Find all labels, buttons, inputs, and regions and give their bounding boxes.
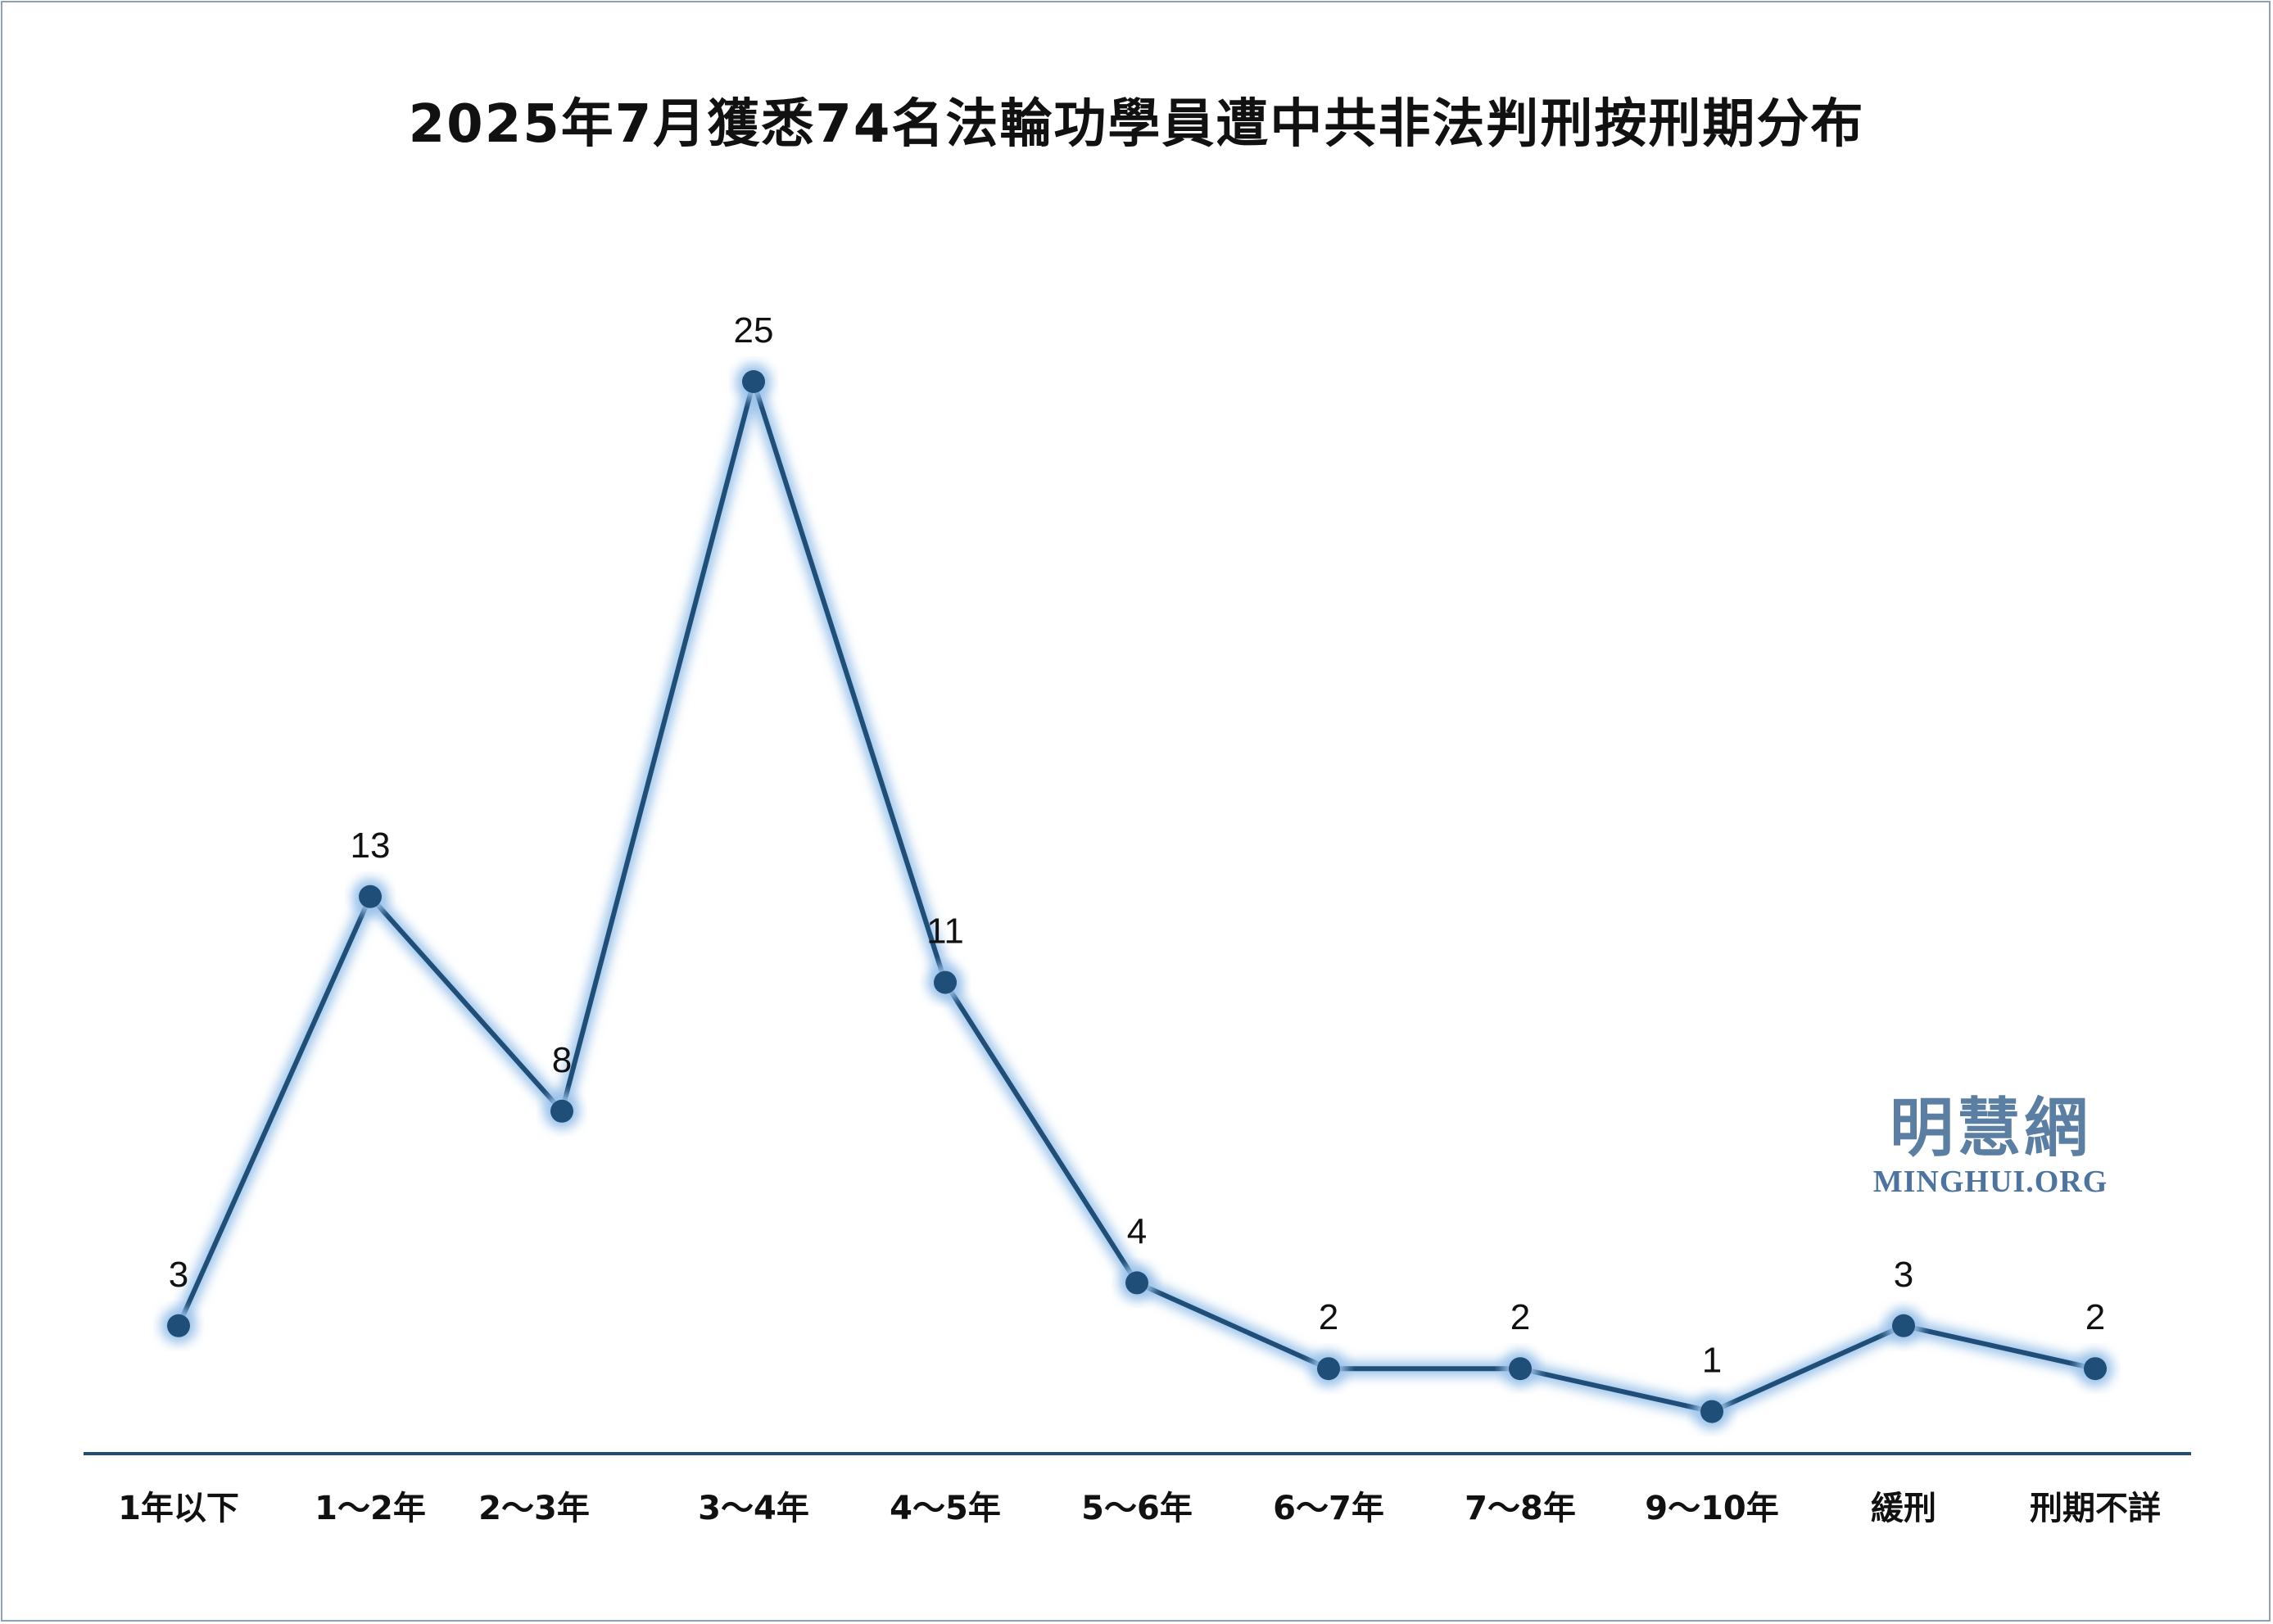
data-label: 1 <box>1702 1341 1722 1381</box>
watermark-en: MINGHUI.ORG <box>1872 1164 2108 1199</box>
data-label: 25 <box>734 310 774 351</box>
chart-title: 2025年7月獲悉74名法輪功學員遭中共非法判刑按刑期分布 <box>408 94 1865 155</box>
data-label: 2 <box>1510 1297 1530 1337</box>
data-label: 3 <box>169 1255 188 1295</box>
x-tick-label: 2～3年 <box>478 1490 590 1527</box>
x-tick-label: 1～2年 <box>315 1490 426 1527</box>
data-label: 2 <box>1319 1297 1338 1337</box>
watermark-cn: 明慧網 <box>1889 1091 2091 1165</box>
x-tick-label: 4～5年 <box>890 1490 1001 1527</box>
x-tick-label: 1年以下 <box>118 1490 239 1527</box>
x-tick-label: 5～6年 <box>1081 1490 1193 1527</box>
series-line-layer <box>176 379 2096 1414</box>
data-point <box>934 970 957 994</box>
series-line-glow <box>171 374 2097 1419</box>
data-point <box>1509 1357 1532 1381</box>
minghui-watermark: 明慧網 MINGHUI.ORG <box>1851 1093 2130 1200</box>
series-line <box>176 379 2096 1414</box>
data-point <box>1700 1400 1723 1423</box>
data-point <box>1892 1314 1915 1337</box>
points-layer <box>161 364 2113 1430</box>
x-tick-label: 6～7年 <box>1273 1490 1384 1527</box>
x-tick-labels-layer: 1年以下 1～2年 2～3年 3～4年 4～5年 5～6年 6～7年 7～8年 9～10年 緩刑 刑… <box>118 1490 2161 1527</box>
data-label: 3 <box>1894 1255 1913 1295</box>
x-tick-label: 9～10年 <box>1645 1490 1779 1527</box>
x-tick-label: 刑期不詳 <box>2030 1490 2161 1527</box>
data-label: 8 <box>552 1040 572 1080</box>
x-tick-label: 7～8年 <box>1465 1490 1576 1527</box>
data-label: 4 <box>1127 1211 1147 1251</box>
data-label: 11 <box>926 912 964 952</box>
data-label: 2 <box>2085 1297 2105 1337</box>
data-point <box>1317 1357 1340 1381</box>
data-point <box>550 1099 573 1123</box>
data-point <box>742 370 765 393</box>
x-tick-label: 3～4年 <box>698 1490 809 1527</box>
data-point <box>1125 1271 1148 1295</box>
data-point <box>359 884 382 908</box>
x-tick-label: 緩刑 <box>1871 1490 1936 1527</box>
data-point <box>167 1314 190 1337</box>
data-point <box>2084 1357 2107 1381</box>
data-label: 13 <box>351 826 391 866</box>
line-glow <box>171 374 2097 1419</box>
